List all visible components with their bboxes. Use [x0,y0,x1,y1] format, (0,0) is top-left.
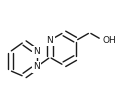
Text: N: N [33,47,40,56]
Text: N: N [33,62,40,71]
Text: OH: OH [103,36,117,45]
Text: N: N [47,36,53,45]
